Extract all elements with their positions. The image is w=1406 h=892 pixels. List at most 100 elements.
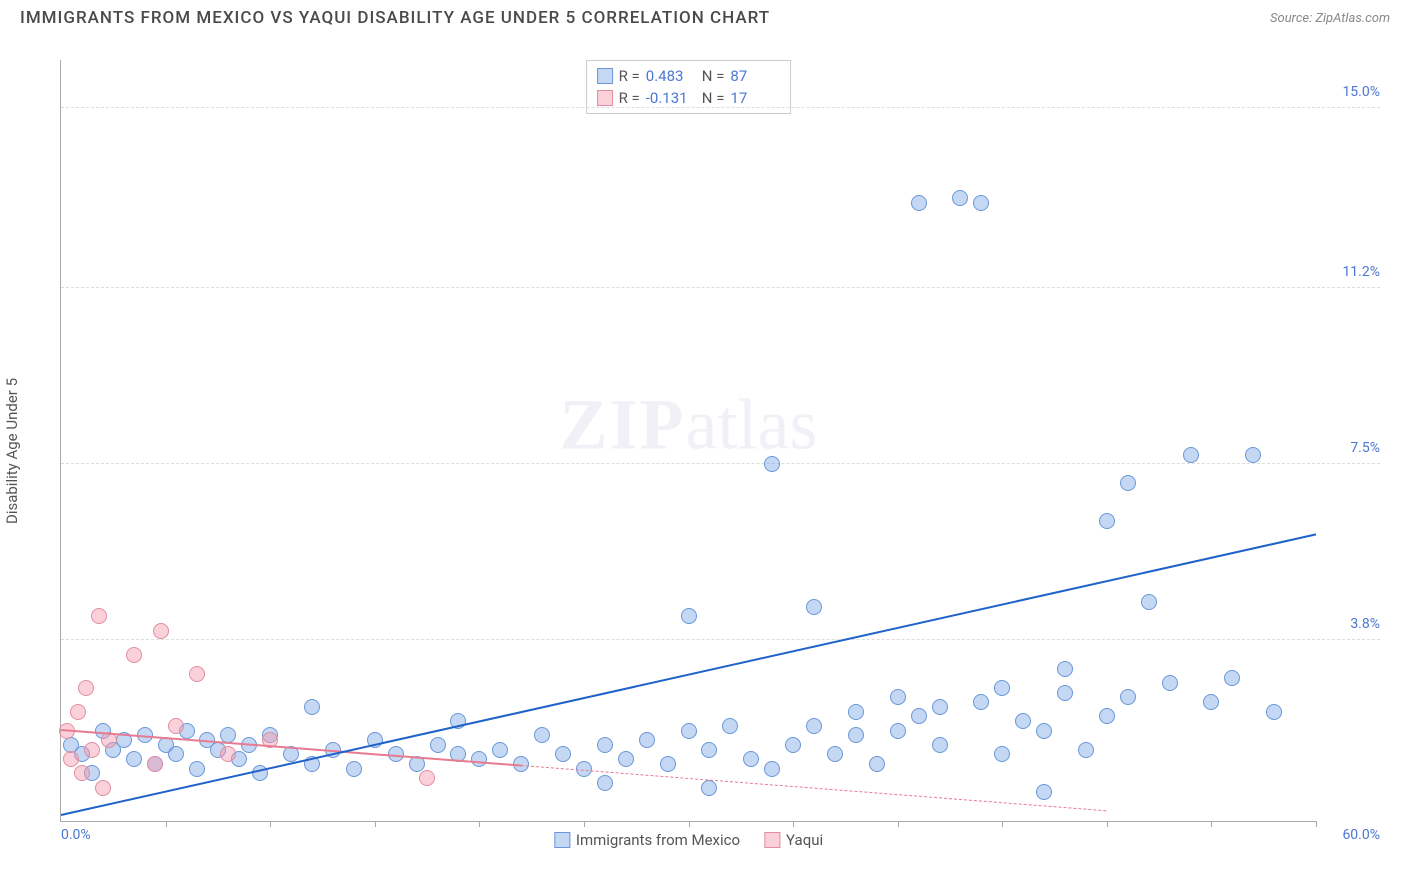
point-mexico — [890, 723, 906, 739]
point-yaqui — [189, 666, 205, 682]
swatch-mexico — [597, 68, 613, 84]
point-mexico — [1120, 475, 1136, 491]
x-tick — [1316, 821, 1317, 827]
point-mexico — [911, 708, 927, 724]
point-mexico — [189, 761, 205, 777]
point-mexico — [534, 727, 550, 743]
point-mexico — [1036, 723, 1052, 739]
y-tick-label: 11.2% — [1342, 264, 1380, 280]
point-mexico — [722, 718, 738, 734]
point-mexico — [764, 456, 780, 472]
point-mexico — [618, 751, 634, 767]
point-yaqui — [419, 770, 435, 786]
point-yaqui — [168, 718, 184, 734]
x-tick — [584, 821, 585, 827]
point-mexico — [785, 737, 801, 753]
point-mexico — [1141, 594, 1157, 610]
point-mexico — [827, 746, 843, 762]
point-mexico — [1183, 447, 1199, 463]
point-mexico — [168, 746, 184, 762]
point-mexico — [1245, 447, 1261, 463]
x-tick — [166, 821, 167, 827]
point-mexico — [743, 751, 759, 767]
point-mexico — [681, 723, 697, 739]
gridline — [61, 463, 1380, 464]
point-mexico — [890, 689, 906, 705]
point-mexico — [1015, 713, 1031, 729]
point-mexico — [471, 751, 487, 767]
y-axis-label: Disability Age Under 5 — [3, 378, 21, 524]
point-yaqui — [153, 623, 169, 639]
point-yaqui — [220, 746, 236, 762]
point-mexico — [848, 727, 864, 743]
point-mexico — [701, 780, 717, 796]
trend-line — [61, 534, 1316, 817]
y-tick-label: 15.0% — [1342, 84, 1380, 100]
series-legend: Immigrants from Mexico Yaqui — [554, 831, 823, 849]
chart-container: Disability Age Under 5 ZIPatlas R = 0.48… — [20, 40, 1386, 862]
x-tick — [1107, 821, 1108, 827]
point-mexico — [660, 756, 676, 772]
page-title: IMMIGRANTS FROM MEXICO VS YAQUI DISABILI… — [20, 8, 770, 28]
point-mexico — [764, 761, 780, 777]
point-mexico — [492, 742, 508, 758]
point-mexico — [639, 732, 655, 748]
y-tick-label: 3.8% — [1350, 616, 1380, 632]
point-mexico — [555, 746, 571, 762]
point-mexico — [430, 737, 446, 753]
scatter-plot: ZIPatlas R = 0.483 N = 87 R = -0.131 N =… — [60, 60, 1316, 822]
x-tick — [1002, 821, 1003, 827]
point-mexico — [952, 190, 968, 206]
point-mexico — [932, 699, 948, 715]
legend-item-yaqui: Yaqui — [764, 831, 823, 849]
point-mexico — [1162, 675, 1178, 691]
point-yaqui — [74, 765, 90, 781]
y-tick-label: 7.5% — [1350, 440, 1380, 456]
point-yaqui — [95, 780, 111, 796]
x-tick — [1211, 821, 1212, 827]
point-mexico — [1099, 513, 1115, 529]
point-yaqui — [126, 647, 142, 663]
point-mexico — [346, 761, 362, 777]
point-mexico — [1057, 661, 1073, 677]
point-mexico — [973, 195, 989, 211]
gridline — [61, 287, 1380, 288]
point-mexico — [126, 751, 142, 767]
gridline — [61, 639, 1380, 640]
swatch-mexico — [554, 832, 570, 848]
point-mexico — [1266, 704, 1282, 720]
x-tick — [375, 821, 376, 827]
point-mexico — [1036, 784, 1052, 800]
point-mexico — [932, 737, 948, 753]
point-mexico — [911, 195, 927, 211]
point-yaqui — [91, 608, 107, 624]
point-mexico — [597, 775, 613, 791]
point-mexico — [973, 694, 989, 710]
x-tick — [270, 821, 271, 827]
point-mexico — [1203, 694, 1219, 710]
point-mexico — [597, 737, 613, 753]
x-tick — [793, 821, 794, 827]
point-mexico — [304, 699, 320, 715]
legend-row-mexico: R = 0.483 N = 87 — [597, 65, 781, 87]
legend-item-mexico: Immigrants from Mexico — [554, 831, 740, 849]
x-min-label: 0.0% — [61, 827, 91, 843]
point-mexico — [848, 704, 864, 720]
source-attribution: Source: ZipAtlas.com — [1270, 11, 1390, 26]
swatch-yaqui — [597, 90, 613, 106]
point-mexico — [806, 718, 822, 734]
swatch-yaqui — [764, 832, 780, 848]
point-mexico — [869, 756, 885, 772]
point-yaqui — [63, 751, 79, 767]
point-mexico — [994, 680, 1010, 696]
x-tick — [898, 821, 899, 827]
point-mexico — [1224, 670, 1240, 686]
point-yaqui — [78, 680, 94, 696]
point-mexico — [1120, 689, 1136, 705]
gridline — [61, 107, 1380, 108]
point-mexico — [1057, 685, 1073, 701]
point-mexico — [994, 746, 1010, 762]
x-tick — [479, 821, 480, 827]
point-mexico — [681, 608, 697, 624]
point-mexico — [1099, 708, 1115, 724]
